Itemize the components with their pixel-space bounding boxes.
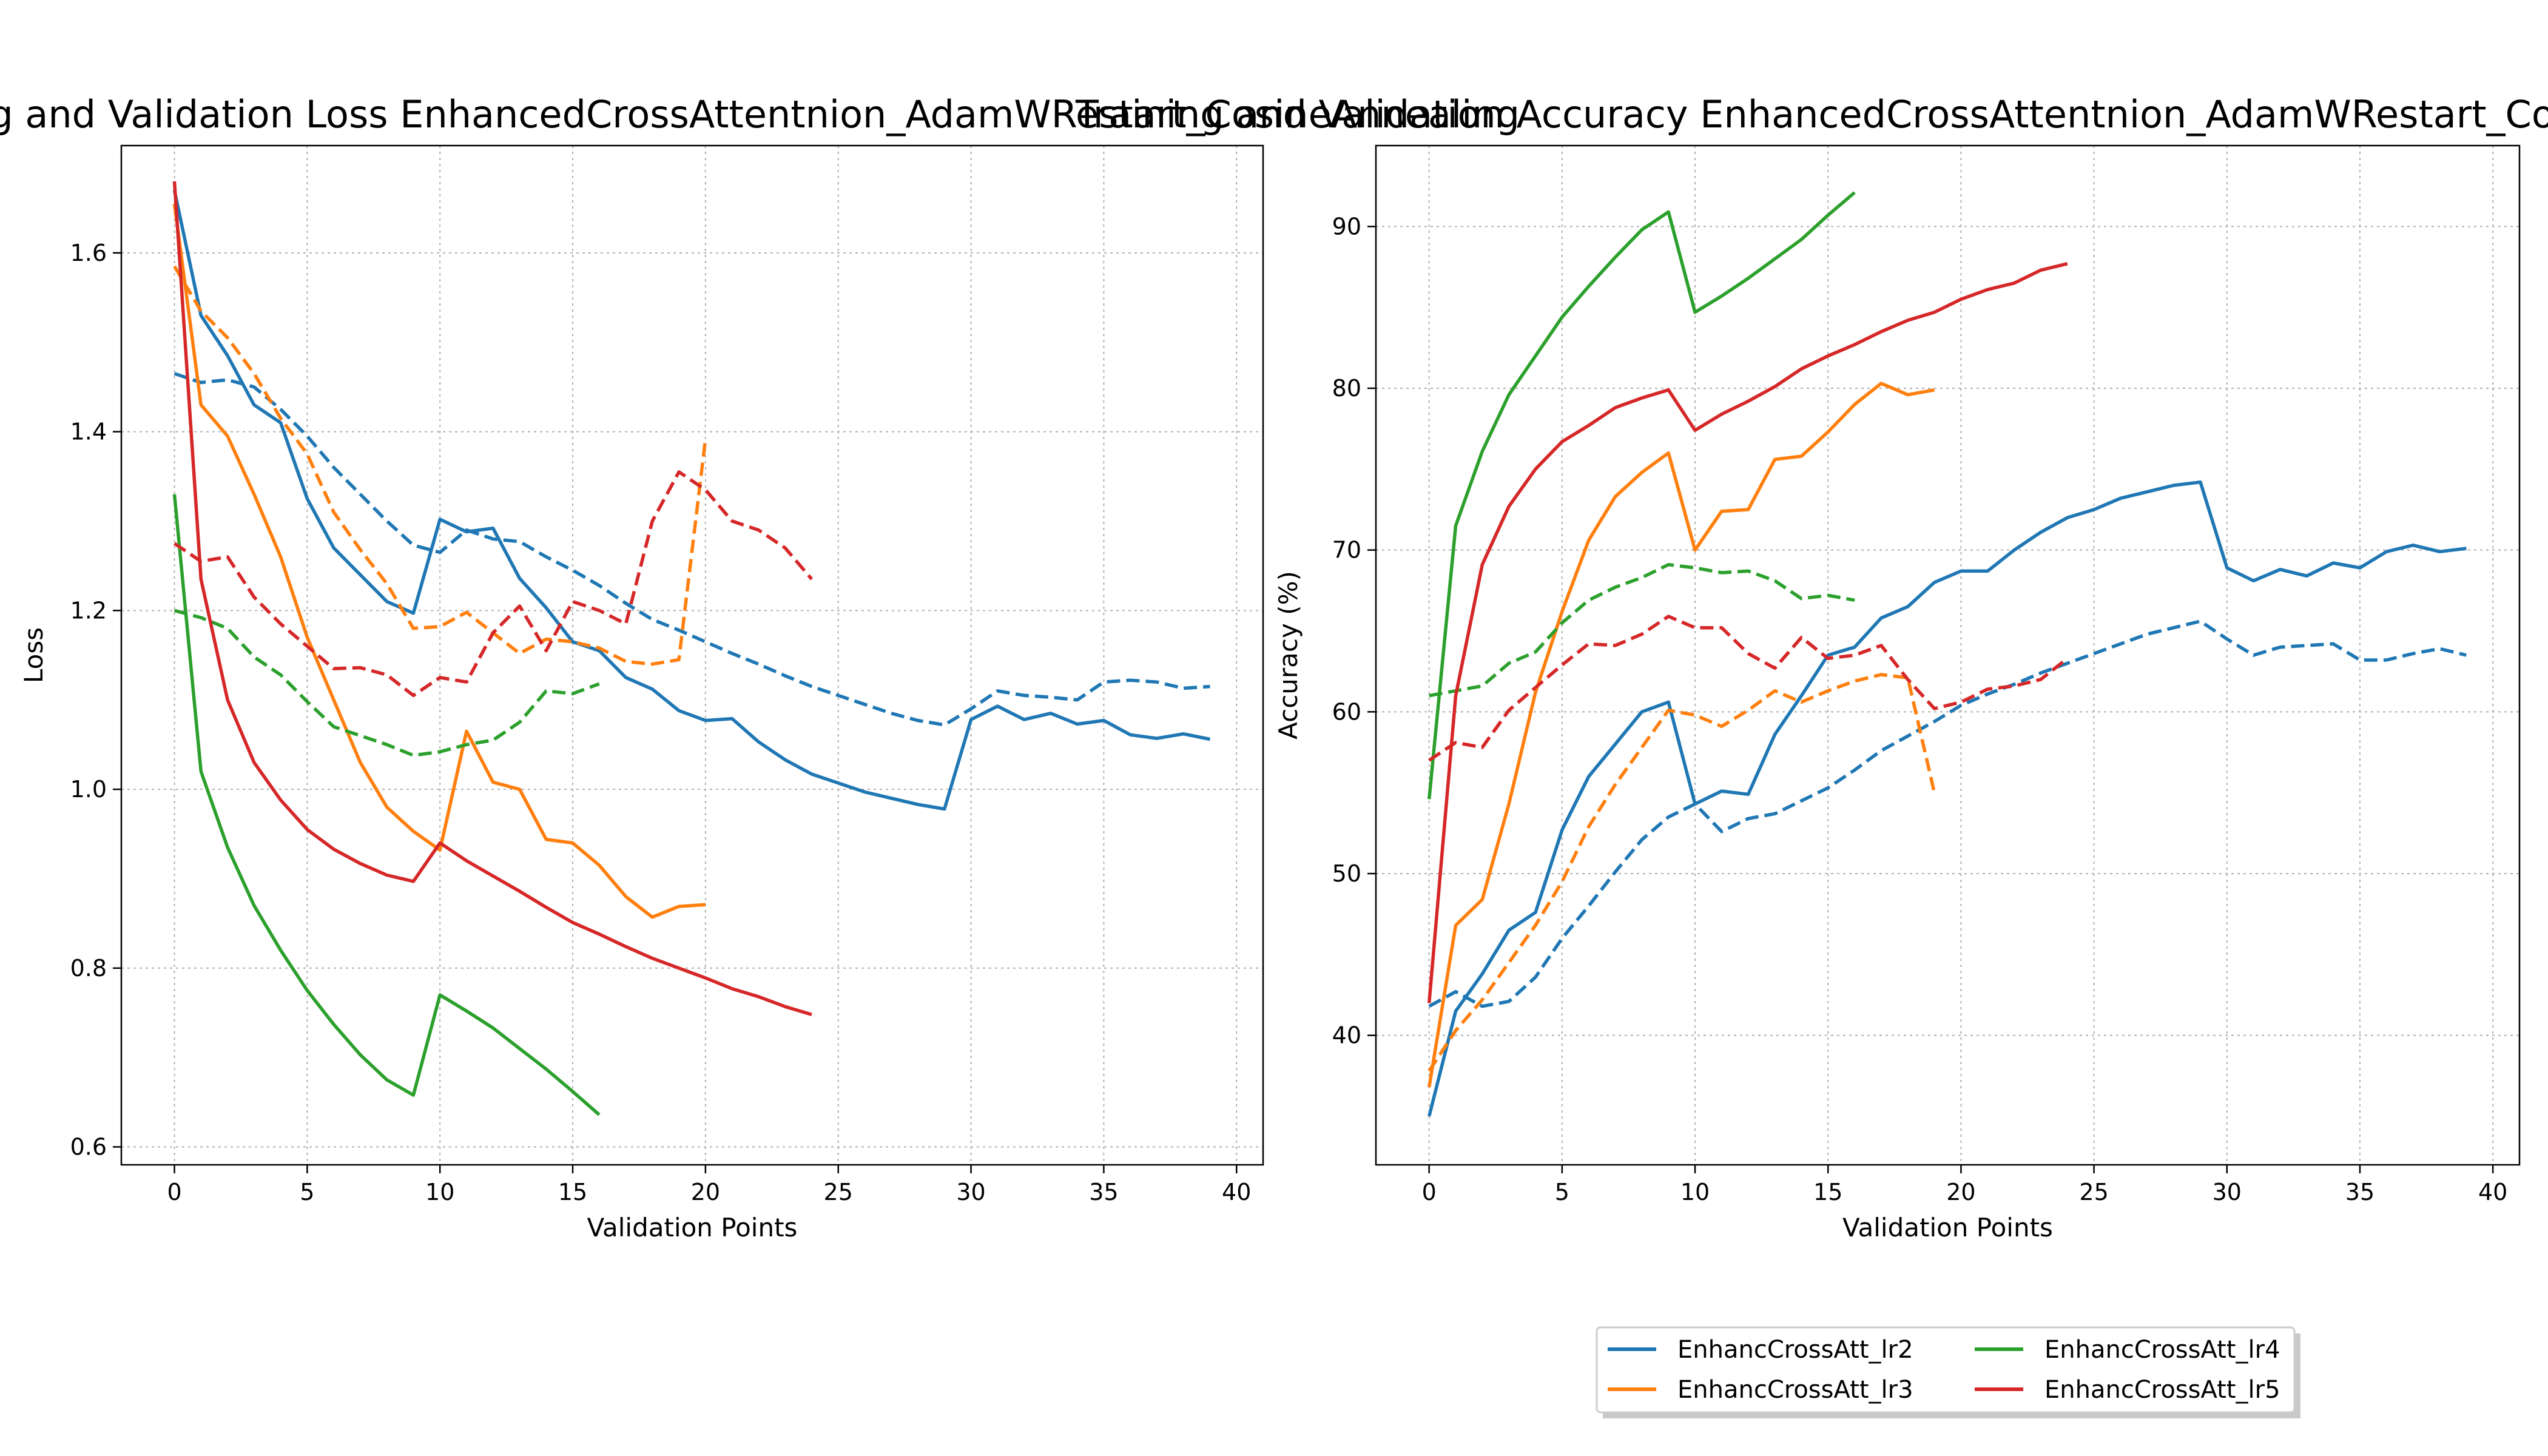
loss-chart-y-ticks: 0.6 0.8 1.0 1.2 1.4 1.6 xyxy=(70,240,121,1161)
accuracy-chart-series xyxy=(1427,191,2467,1117)
accuracy-chart-series-enhanccrossatt-lr2-solid xyxy=(1427,480,2467,1117)
loss-chart-series-enhanccrossatt-lr2-solid xyxy=(172,190,1211,811)
loss-chart-x-tick-label: 5 xyxy=(300,1179,314,1205)
legend-item-lr4: EnhancCrossAtt_lr4 xyxy=(1975,1336,2280,1364)
accuracy-chart-series-enhanccrossatt-lr3-solid xyxy=(1427,382,1935,1088)
loss-chart-x-axis-label: Validation Points xyxy=(587,1213,798,1242)
loss-chart-frame xyxy=(120,144,1264,1166)
accuracy-chart-frame xyxy=(1375,144,2521,1166)
accuracy-chart-x-tick-label: 25 xyxy=(2079,1179,2108,1205)
accuracy-chart-y-tick-label: 60 xyxy=(1332,698,1361,725)
accuracy-chart-series-enhanccrossatt-lr2-dashed xyxy=(1428,619,2467,1008)
loss-chart-series xyxy=(172,181,1211,1116)
loss-chart-title: Training and Validation Loss EnhancedCro… xyxy=(0,92,1520,136)
accuracy-chart-x-tick-label: 20 xyxy=(1946,1179,1975,1205)
loss-chart-y-tick-label: 1.2 xyxy=(70,597,107,624)
loss-chart-y-tick-label: 1.4 xyxy=(70,419,107,445)
accuracy-chart: 0 5 10 15 20 25 30 35 40 40 50 60 70 80 90 Training a… xyxy=(1075,92,2548,1242)
accuracy-chart-y-tick-label: 80 xyxy=(1332,375,1361,402)
accuracy-chart-x-tick-label: 30 xyxy=(2213,1179,2242,1205)
accuracy-chart-series-enhanccrossatt-lr3-dashed xyxy=(1427,673,1936,1072)
legend-label-lr5: EnhancCrossAtt_lr5 xyxy=(2044,1376,2280,1404)
accuracy-chart-x-tick-label: 15 xyxy=(1813,1179,1842,1205)
loss-chart-y-tick-label: 0.8 xyxy=(70,955,107,982)
accuracy-chart-x-axis-label: Validation Points xyxy=(1842,1213,2053,1242)
accuracy-chart-series-enhanccrossatt-lr5-dashed xyxy=(1428,615,2069,762)
loss-chart-series-enhanccrossatt-lr5-dashed xyxy=(173,470,814,698)
loss-chart-x-tick-label: 40 xyxy=(1222,1179,1251,1205)
legend-item-lr5: EnhancCrossAtt_lr5 xyxy=(1975,1376,2280,1404)
legend-item-lr3: EnhancCrossAtt_lr3 xyxy=(1608,1376,1913,1404)
loss-chart-series-enhanccrossatt-lr3-dashed xyxy=(173,265,707,666)
legend: EnhancCrossAtt_lr2 EnhancCrossAtt_lr4 En… xyxy=(1596,1326,2300,1418)
accuracy-chart-grid xyxy=(1376,146,2519,1165)
loss-chart-series-enhanccrossatt-lr2-dashed xyxy=(174,372,1210,727)
accuracy-chart-title: Training and Validation Accuracy Enhance… xyxy=(1075,92,2548,136)
loss-chart-series-enhanccrossatt-lr5-solid xyxy=(172,181,812,1017)
accuracy-chart-x-tick-label: 10 xyxy=(1680,1179,1710,1205)
loss-chart-x-ticks: 0 5 10 15 20 25 30 35 40 xyxy=(167,1165,1251,1205)
loss-chart-x-tick-label: 30 xyxy=(956,1179,985,1205)
loss-chart-series-enhanccrossatt-lr3-solid xyxy=(172,203,706,919)
loss-chart-x-tick-label: 25 xyxy=(824,1179,853,1205)
legend-label-lr4: EnhancCrossAtt_lr4 xyxy=(2044,1336,2280,1364)
accuracy-chart-y-tick-label: 90 xyxy=(1332,213,1361,240)
accuracy-chart-series-enhanccrossatt-lr4-dashed xyxy=(1429,562,1855,698)
loss-chart-series-enhanccrossatt-lr4-dashed xyxy=(174,608,600,757)
legend-label-lr2: EnhancCrossAtt_lr2 xyxy=(1677,1336,1913,1364)
legend-label-lr3: EnhancCrossAtt_lr3 xyxy=(1677,1376,1913,1404)
loss-chart-x-tick-label: 10 xyxy=(425,1179,454,1205)
accuracy-chart-y-tick-label: 50 xyxy=(1332,860,1361,887)
accuracy-chart-y-tick-label: 40 xyxy=(1332,1022,1361,1049)
loss-chart-series-enhanccrossatt-lr4-solid xyxy=(172,494,601,1116)
accuracy-chart-x-tick-label: 0 xyxy=(1422,1179,1437,1205)
loss-chart-y-tick-label: 1.0 xyxy=(70,776,107,803)
loss-chart: 0 5 10 15 20 25 30 35 40 0.6 0.8 1.0 1.2 1.4 1.6 Trai… xyxy=(0,92,1520,1242)
loss-chart-x-tick-label: 20 xyxy=(691,1179,720,1205)
legend-box xyxy=(1596,1326,2296,1414)
loss-chart-y-tick-label: 0.6 xyxy=(70,1134,107,1161)
loss-chart-x-tick-label: 15 xyxy=(558,1179,587,1205)
accuracy-chart-x-ticks: 0 5 10 15 20 25 30 35 40 xyxy=(1422,1165,2507,1205)
loss-chart-x-tick-label: 35 xyxy=(1089,1179,1118,1205)
loss-chart-y-axis-label: Loss xyxy=(19,627,49,683)
accuracy-chart-y-ticks: 40 50 60 70 80 90 xyxy=(1332,213,1376,1049)
accuracy-chart-x-tick-label: 5 xyxy=(1555,1179,1569,1205)
loss-chart-x-tick-label: 0 xyxy=(167,1179,181,1205)
accuracy-chart-y-tick-label: 70 xyxy=(1332,537,1361,564)
accuracy-chart-series-enhanccrossatt-lr4-solid xyxy=(1427,191,1856,800)
loss-chart-y-tick-label: 1.6 xyxy=(70,240,107,266)
accuracy-chart-y-axis-label: Accuracy (%) xyxy=(1273,571,1303,740)
loss-chart-grid xyxy=(121,146,1263,1165)
accuracy-chart-x-tick-label: 35 xyxy=(2345,1179,2374,1205)
accuracy-chart-x-tick-label: 40 xyxy=(2478,1179,2507,1205)
accuracy-chart-series-enhanccrossatt-lr5-solid xyxy=(1427,262,2068,1003)
legend-item-lr2: EnhancCrossAtt_lr2 xyxy=(1608,1336,1913,1364)
